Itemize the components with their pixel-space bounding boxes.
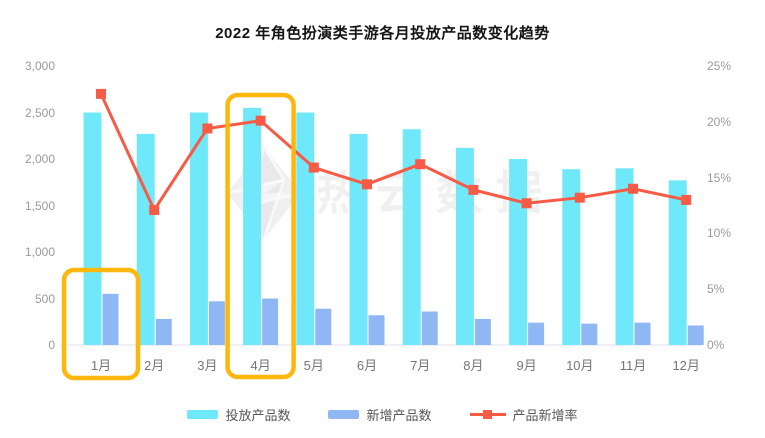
bar-launched-2月 <box>136 133 155 345</box>
bar-new-3月 <box>208 301 225 345</box>
line-marker-8月 <box>468 184 479 195</box>
left-axis-tick-1,000: 1,000 <box>24 245 55 259</box>
bar-launched-1月 <box>83 112 102 345</box>
legend-label-new-products: 新增产品数 <box>366 408 432 423</box>
right-axis-tick-25%: 25% <box>707 59 732 73</box>
chart-title: 2022 年角色扮演类手游各月投放产品数变化趋势 <box>215 25 550 42</box>
right-axis-tick-10%: 10% <box>707 226 732 241</box>
right-axis-tick-15%: 15% <box>707 170 732 185</box>
growth-rate-line <box>99 93 687 212</box>
bar-new-8月 <box>474 318 491 345</box>
bar-new-1月 <box>102 293 119 345</box>
bar-new-4月 <box>262 298 279 345</box>
x-axis-label-1月: 1月 <box>90 358 112 373</box>
left-axis-tick-2,000: 2,000 <box>24 152 55 166</box>
bar-new-9月 <box>528 322 545 345</box>
bar-new-12月 <box>687 325 704 345</box>
line-marker-2月 <box>149 204 160 215</box>
line-marker-9月 <box>521 198 532 209</box>
legend-item-launched-products[interactable]: 投放产品数 <box>187 405 290 424</box>
bar-new-2月 <box>155 318 172 345</box>
highlight-box-1月 <box>61 267 141 381</box>
line-marker-4月 <box>255 115 266 126</box>
x-axis-label-10月: 10月 <box>566 358 594 373</box>
x-axis-label-4月: 4月 <box>250 358 271 373</box>
legend-item-growth-rate[interactable]: 产品新增率 <box>469 405 578 424</box>
bar-launched-5月 <box>296 112 315 345</box>
x-axis-label-8月: 8月 <box>463 358 484 373</box>
line-marker-1月 <box>96 88 106 99</box>
bar-launched-4月 <box>243 107 262 345</box>
legend-label-launched-products: 投放产品数 <box>225 408 291 423</box>
bar-new-7月 <box>421 311 438 345</box>
x-axis-label-5月: 5月 <box>303 358 324 373</box>
legend-swatch-red-line-icon <box>469 410 506 419</box>
line-marker-5月 <box>308 162 319 173</box>
left-axis-tick-2,500: 2,500 <box>24 105 55 120</box>
line-marker-6月 <box>362 179 372 190</box>
x-axis-label-2月: 2月 <box>144 358 165 373</box>
x-axis-label-7月: 7月 <box>410 358 431 373</box>
left-axis-tick-0: 0 <box>48 338 55 352</box>
bar-new-5月 <box>315 308 332 345</box>
line-marker-11月 <box>628 183 638 194</box>
line-marker-10月 <box>574 192 585 203</box>
bar-launched-6月 <box>349 133 368 345</box>
bar-launched-10月 <box>562 169 581 345</box>
bar-launched-3月 <box>189 112 208 345</box>
left-axis-tick-3,000: 3,000 <box>24 59 55 73</box>
x-axis-label-9月: 9月 <box>516 358 537 373</box>
bar-launched-11月 <box>615 168 634 345</box>
left-axis-tick-1,500: 1,500 <box>24 198 55 213</box>
bar-launched-7月 <box>402 129 421 345</box>
right-axis-tick-20%: 20% <box>707 114 732 129</box>
line-marker-7月 <box>415 159 426 170</box>
legend-label-growth-rate: 产品新增率 <box>512 408 578 423</box>
line-marker-3月 <box>202 123 213 134</box>
legend-item-new-products[interactable]: 新增产品数 <box>328 405 432 424</box>
right-axis-tick-5%: 5% <box>707 282 725 297</box>
x-axis-label-3月: 3月 <box>197 358 218 373</box>
left-axis-tick-500: 500 <box>34 291 55 306</box>
legend-swatch-cyan-bar <box>187 410 219 419</box>
legend-swatch-blue-bar <box>328 410 360 419</box>
legend: 投放产品数 新增产品数 产品新增率 <box>0 405 765 424</box>
bar-launched-12月 <box>668 180 687 345</box>
x-axis-label-11月: 11月 <box>619 358 647 373</box>
x-axis-label-6月: 6月 <box>356 358 378 373</box>
right-axis-tick-0%: 0% <box>707 338 725 352</box>
bar-new-10月 <box>581 323 598 345</box>
bar-launched-9月 <box>509 159 528 345</box>
x-axis-label-12月: 12月 <box>672 358 700 373</box>
line-marker-12月 <box>681 194 692 205</box>
bar-new-6月 <box>368 315 385 345</box>
bar-launched-8月 <box>455 147 474 345</box>
bar-new-11月 <box>634 322 651 345</box>
